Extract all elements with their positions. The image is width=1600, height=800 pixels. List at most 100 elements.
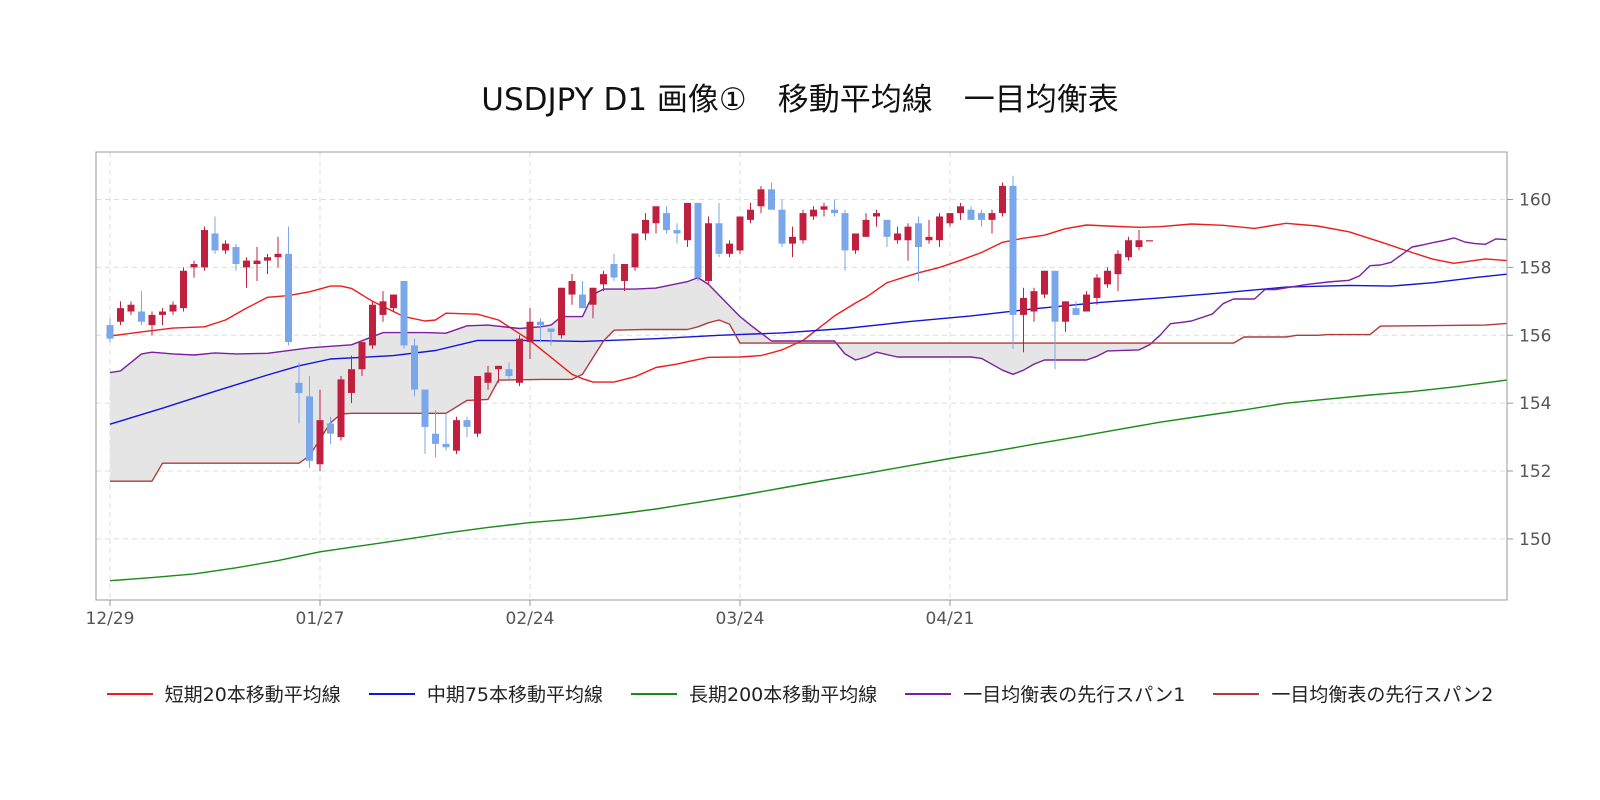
y-tick-label: 160 (1519, 191, 1551, 211)
candle-body (558, 287, 565, 336)
legend-swatch-sma75 (368, 692, 415, 695)
legend-swatch-span1 (905, 692, 952, 695)
candle-body (957, 206, 964, 214)
legend-label-sma200: 長期200本移動平均線 (689, 684, 878, 706)
candle-body (463, 420, 471, 427)
candle-body (852, 233, 859, 251)
candle-body (421, 389, 429, 427)
candle-body (274, 253, 282, 258)
candle-body (190, 264, 198, 268)
candle-body (1051, 270, 1059, 322)
legend-swatch-sma20 (106, 692, 153, 695)
candle-body (904, 226, 912, 241)
legend-item-sma200: 長期200本移動平均線 (631, 680, 877, 707)
candle-body (117, 308, 124, 322)
candle-body (831, 209, 838, 214)
candle-body (369, 304, 376, 346)
legend-swatch-sma200 (631, 692, 677, 695)
candle-body (495, 365, 502, 370)
candle-body (715, 223, 723, 254)
candle-body (1135, 240, 1143, 248)
candle-body (768, 189, 775, 210)
candlesticks (106, 175, 1153, 472)
candle-body (159, 311, 166, 315)
candle-body (663, 213, 670, 231)
candle-body (726, 243, 733, 254)
candle-body (232, 247, 240, 264)
candle-body (600, 274, 607, 285)
chart-canvas: 12/29 01/27 02/24 03/24 04/21 15015215415615… (86, 151, 1551, 629)
candle-body (348, 369, 355, 393)
candle-body (999, 185, 1006, 214)
cloud-area (110, 277, 1150, 482)
candle-body (862, 219, 870, 237)
candle-body (757, 189, 765, 207)
candle-body (705, 223, 712, 281)
legend: 短期20本移動平均線 中期75本移動平均線 長期200本移動平均線 一目均衡表の… (0, 680, 1600, 707)
candle-body (610, 264, 618, 278)
candle-body (778, 209, 786, 244)
candle-body (967, 209, 975, 220)
candle-body (516, 338, 523, 383)
candle-body (841, 213, 849, 251)
candle-body (736, 216, 744, 251)
candle-body (978, 213, 985, 220)
candle-body (537, 321, 544, 326)
candle-body (820, 206, 828, 210)
candle-body (127, 304, 135, 312)
candle-body (631, 233, 639, 268)
plot-frame (95, 151, 1508, 601)
candle-body (883, 219, 891, 237)
ichimoku-cloud (110, 277, 1150, 482)
legend-item-span2: 一目均衡表の先行スパン2 (1213, 680, 1493, 707)
y-tick-label: 156 (1519, 326, 1551, 346)
candle-body (379, 301, 387, 315)
candle-body (1072, 308, 1080, 315)
legend-label-span2: 一目均衡表の先行スパン2 (1271, 684, 1494, 706)
candle-body (652, 206, 660, 224)
candle-body (316, 420, 324, 465)
candle-body (1104, 270, 1111, 285)
candle-body (642, 219, 649, 234)
x-tick-label: 02/24 (506, 609, 555, 629)
legend-label-sma20: 短期20本移動平均線 (164, 684, 341, 706)
candle-body (547, 328, 555, 332)
sma20-line (109, 222, 1507, 383)
candle-body (295, 382, 303, 393)
candle-body (526, 321, 534, 343)
y-tick-label: 158 (1519, 258, 1551, 278)
candle-body (1093, 277, 1101, 298)
candle-body (358, 342, 366, 370)
candle-body (106, 325, 114, 339)
candle-body (474, 376, 481, 434)
candle-body (400, 280, 408, 346)
y-tick-label: 152 (1519, 462, 1551, 482)
candle-body (148, 314, 156, 326)
candle-body (211, 233, 219, 251)
chart-title: USDJPY D1 画像① 移動平均線 一目均衡表 (481, 82, 1119, 118)
candle-body (1083, 294, 1090, 312)
candle-body (442, 443, 450, 448)
candle-body (1030, 291, 1038, 312)
x-tick-label: 03/24 (716, 609, 765, 629)
candle-body (264, 257, 271, 261)
candle-body (589, 287, 597, 305)
candle-body (138, 311, 145, 322)
candle-body (453, 420, 460, 451)
candle-body (243, 260, 250, 268)
candle-body (505, 369, 513, 376)
legend-item-sma75: 中期75本移動平均線 (368, 680, 603, 707)
candle-body (432, 433, 439, 444)
candle-body (747, 209, 754, 220)
candle-body (1020, 297, 1027, 315)
candle-body (873, 213, 880, 217)
moving-average-lines (109, 222, 1507, 582)
candle-body (484, 372, 492, 383)
legend-label-span1: 一目均衡表の先行スパン1 (963, 684, 1186, 706)
candle-body (621, 264, 628, 281)
candle-body (946, 213, 954, 224)
candle-body (411, 345, 418, 390)
y-axis: 150 152 154 156 158 160 (1507, 191, 1551, 550)
candle-body (222, 243, 229, 251)
